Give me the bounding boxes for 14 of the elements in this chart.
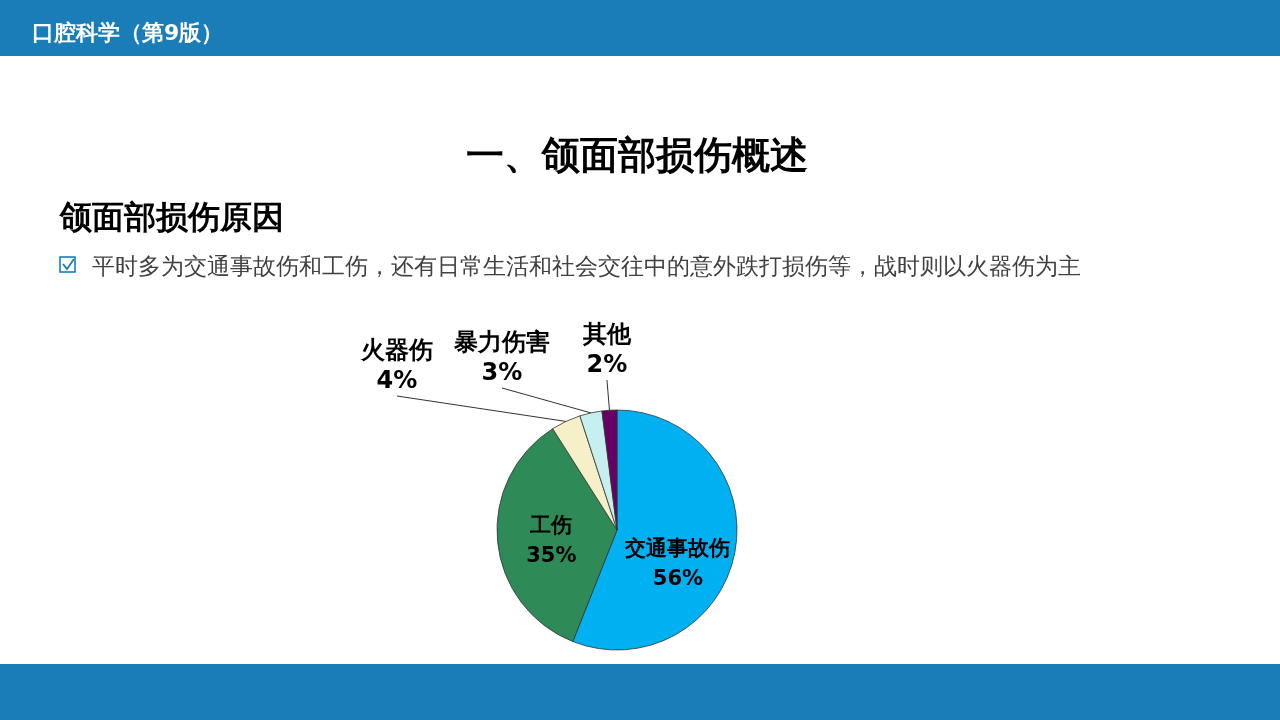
- chart-subtitle: 颌面部损伤原因: [59, 198, 284, 236]
- data-label: 3%: [481, 358, 523, 386]
- data-label: 4%: [376, 366, 418, 394]
- slice-label: 火器伤: [359, 336, 433, 364]
- data-label: 2%: [586, 350, 628, 378]
- text: 平时多为交通事故伤和工伤，还有日常生活和社会交往中的意外跌打损伤等，战时则以火器伤为主: [92, 253, 1081, 279]
- data-label: 35%: [526, 543, 577, 568]
- data-label: 56%: [652, 566, 704, 591]
- slice-label: 暴力伤害: [452, 328, 550, 356]
- text: 口腔科学（第9版）: [32, 20, 224, 45]
- chart-title: 一、颌面部损伤概述: [466, 133, 808, 177]
- slice-label: 交通事故伤: [624, 536, 731, 561]
- slice-label: 其他: [581, 320, 632, 348]
- slice-label: 工伤: [529, 513, 573, 538]
